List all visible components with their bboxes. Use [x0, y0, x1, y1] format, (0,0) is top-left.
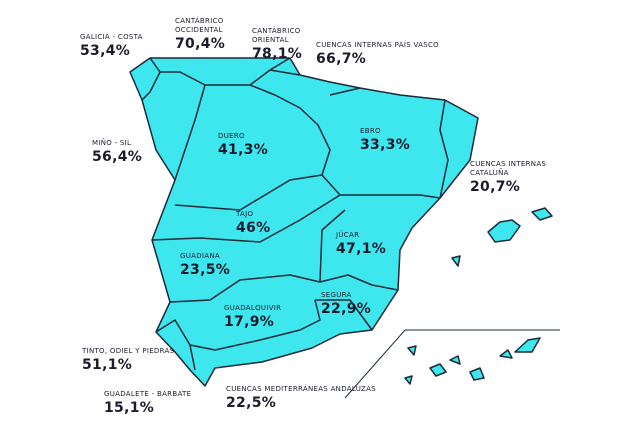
basin-label: TAJO 46% — [236, 210, 316, 235]
basin-name: SEGURA — [321, 291, 352, 299]
basin-label: CANTÁBRICO ORIENTAL 78,1% — [252, 27, 332, 61]
basin-name: TAJO — [236, 210, 254, 218]
basin-value: 17,9% — [224, 314, 275, 330]
basin-value: 47,1% — [336, 241, 387, 257]
basin-name: GUADALETE - BARBATE — [104, 390, 192, 398]
canary-divider — [344, 329, 560, 399]
basin-borders — [141, 57, 449, 371]
basin-value: 53,4% — [80, 43, 131, 59]
basin-label: MIÑO - SIL 56,4% — [92, 139, 182, 164]
basin-label: GUADIANA 23,5% — [180, 252, 270, 277]
basin-value: 56,4% — [92, 149, 143, 165]
basin-label: TINTO, ODIEL Y PIEDRAS 51,1% — [82, 347, 202, 372]
basin-label: SEGURA 22,9% — [321, 291, 401, 316]
basin-value: 70,4% — [175, 36, 226, 52]
basin-name: MIÑO - SIL — [92, 139, 132, 147]
basin-value: 46% — [236, 220, 271, 236]
basin-value: 33,3% — [360, 137, 411, 153]
basin-label: JÚCAR 47,1% — [336, 231, 416, 256]
basin-name: CANTÁBRICO OCCIDENTAL — [175, 17, 224, 34]
basin-name: DUERO — [218, 132, 245, 140]
basin-label: DUERO 41,3% — [218, 132, 298, 157]
basin-label: CUENCAS INTERNAS CATALUÑA 20,7% — [470, 160, 560, 194]
basin-label: EBRO 33,3% — [360, 127, 440, 152]
basin-name: CUENCAS INTERNAS PAÍS VASCO — [316, 41, 439, 49]
basin-label: GUADALQUIVIR 17,9% — [224, 304, 314, 329]
basin-value: 51,1% — [82, 357, 133, 373]
basin-name: GALICIA - COSTA — [80, 33, 143, 41]
basin-value: 22,9% — [321, 301, 372, 317]
canary-islands — [404, 337, 541, 385]
basin-value: 41,3% — [218, 142, 269, 158]
basin-value: 78,1% — [252, 46, 303, 62]
basin-name: CUENCAS MEDITERRÁNEAS ANDALUZAS — [226, 385, 376, 393]
basin-name: GUADALQUIVIR — [224, 304, 282, 312]
basin-label: GUADALETE - BARBATE 15,1% — [104, 390, 224, 415]
basin-name: CUENCAS INTERNAS CATALUÑA — [470, 160, 547, 177]
basin-label: GALICIA - COSTA 53,4% — [80, 33, 200, 58]
basin-label: CANTÁBRICO OCCIDENTAL 70,4% — [175, 17, 255, 51]
basin-value: 15,1% — [104, 400, 155, 416]
basin-value: 20,7% — [470, 179, 521, 195]
basin-value: 23,5% — [180, 262, 231, 278]
balearic-islands — [451, 207, 553, 267]
basin-value: 22,5% — [226, 395, 277, 411]
basin-name: CANTÁBRICO ORIENTAL — [252, 27, 301, 44]
basin-name: JÚCAR — [336, 231, 360, 239]
basin-label: CUENCAS MEDITERRÁNEAS ANDALUZAS 22,5% — [226, 385, 426, 410]
basin-name: GUADIANA — [180, 252, 221, 260]
basin-name: TINTO, ODIEL Y PIEDRAS — [82, 347, 175, 355]
basin-label: CUENCAS INTERNAS PAÍS VASCO 66,7% — [316, 41, 466, 66]
basin-value: 66,7% — [316, 51, 367, 67]
basin-name: EBRO — [360, 127, 381, 135]
